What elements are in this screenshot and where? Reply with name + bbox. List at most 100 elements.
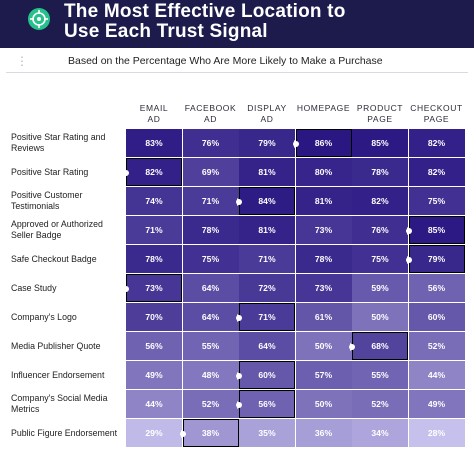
- cell-value: 73%: [314, 225, 333, 235]
- cell-value: 29%: [145, 428, 163, 438]
- heatmap-cell: 29%: [126, 419, 182, 447]
- cell-value: 85%: [371, 138, 389, 148]
- heatmap-cell: 55%: [352, 361, 408, 389]
- heatmap-cell: 35%: [239, 419, 295, 447]
- heatmap-cell: 79%: [239, 129, 295, 157]
- cell-value: 79%: [258, 138, 276, 148]
- cell-value: 36%: [314, 428, 333, 438]
- heatmap-cell: 71%: [126, 216, 182, 244]
- cell-value: 81%: [258, 167, 276, 177]
- cell-value: 84%: [258, 196, 276, 206]
- cell-value: 44%: [427, 370, 446, 380]
- heatmap-cell: 44%: [408, 361, 465, 389]
- cell-value: 61%: [314, 312, 333, 322]
- heatmap-cell: 83%: [126, 129, 182, 157]
- row-label: Approved or Authorized Seller Badge: [11, 219, 103, 240]
- cell-value: 76%: [201, 138, 220, 148]
- cell-value: 78%: [201, 225, 220, 235]
- cell-value: 52%: [201, 399, 220, 409]
- subtitle-bar: ⋮ Based on the Percentage Who Are More L…: [6, 52, 468, 73]
- cell-value: 76%: [371, 225, 389, 235]
- column-header-line: AD: [260, 114, 274, 124]
- column-header: PRODUCT PAGE: [352, 103, 408, 125]
- cell-value: 79%: [427, 254, 446, 264]
- cell-value: 69%: [201, 167, 220, 177]
- cell-value: 59%: [371, 283, 389, 293]
- highlight-marker-icon: [236, 314, 242, 322]
- heatmap-cell: 56%: [236, 390, 295, 418]
- heatmap-cell: 78%: [295, 245, 352, 273]
- highlight-marker-icon: [236, 372, 242, 380]
- cell-value: 86%: [314, 138, 333, 148]
- heatmap-cell: 82%: [352, 187, 408, 215]
- highlight-marker-icon: [123, 285, 129, 293]
- heatmap-cell: 78%: [182, 216, 239, 244]
- title-line-2: Use Each Trust Signal: [64, 21, 268, 42]
- cell-value: 52%: [371, 399, 389, 409]
- heatmap-cell: 52%: [408, 332, 465, 360]
- row-label: Media Publisher Quote: [11, 340, 101, 351]
- cell-value: 60%: [427, 312, 446, 322]
- heatmap-cell: 50%: [352, 303, 408, 331]
- column-header-line: AD: [203, 114, 217, 124]
- heatmap-cell: 59%: [352, 274, 408, 302]
- cell-value: 75%: [201, 254, 220, 264]
- cell-value: 80%: [314, 167, 333, 177]
- heatmap-cell: 85%: [405, 216, 465, 244]
- heatmap-cell: 28%: [408, 419, 465, 447]
- heatmap-cell: 76%: [352, 216, 408, 244]
- cell-value: 73%: [145, 283, 163, 293]
- cell-value: 68%: [371, 341, 389, 351]
- cell-value: 28%: [427, 428, 446, 438]
- column-header-line: CHECKOUT: [410, 103, 463, 113]
- heatmap-cell: 75%: [408, 187, 465, 215]
- heatmap-cell: 48%: [182, 361, 239, 389]
- column-header-line: FACEBOOK: [184, 103, 237, 113]
- highlight-marker-icon: [405, 256, 412, 264]
- cell-value: 71%: [145, 225, 163, 235]
- heatmap-cell: 36%: [295, 419, 352, 447]
- cell-value: 64%: [201, 312, 220, 322]
- heatmap-cell: 69%: [182, 158, 239, 186]
- highlight-marker-icon: [236, 198, 242, 206]
- heatmap-cell: 79%: [405, 245, 465, 273]
- heatmap-cell: 56%: [126, 332, 182, 360]
- cell-value: 34%: [371, 428, 389, 438]
- heatmap-cell: 76%: [182, 129, 239, 157]
- column-header-line: DISPLAY: [247, 103, 287, 113]
- heatmap-cell: 86%: [292, 129, 352, 157]
- cell-value: 48%: [201, 370, 220, 380]
- column-header-line: AD: [147, 114, 161, 124]
- cell-value: 71%: [201, 196, 220, 206]
- drag-handle-icon: ⋮: [16, 54, 28, 68]
- heatmap-cell: 50%: [295, 332, 352, 360]
- row-label: Company's Social Media Metrics: [11, 393, 108, 414]
- row-label: Positive Star Rating: [11, 166, 89, 177]
- heatmap-cell: 75%: [352, 245, 408, 273]
- row-label: Safe Checkout Badge: [11, 253, 97, 264]
- heatmap-cell: 52%: [182, 390, 239, 418]
- heatmap-cell: 55%: [182, 332, 239, 360]
- column-header: FACEBOOK AD: [183, 103, 239, 125]
- heatmap-cell: 44%: [126, 390, 182, 418]
- heatmap-cell: 71%: [182, 187, 239, 215]
- row-label: Positive Star Rating and Reviews: [11, 132, 106, 153]
- cell-value: 75%: [371, 254, 389, 264]
- cell-value: 49%: [427, 399, 446, 409]
- heatmap-cell: 75%: [182, 245, 239, 273]
- cell-value: 64%: [201, 283, 220, 293]
- cell-value: 71%: [258, 254, 276, 264]
- heatmap-cell: 71%: [236, 303, 295, 331]
- cell-value: 49%: [145, 370, 163, 380]
- heatmap-cell: 85%: [352, 129, 408, 157]
- row-label: Case Study: [11, 282, 57, 293]
- heatmap-cell: 49%: [408, 390, 465, 418]
- cell-value: 50%: [371, 312, 389, 322]
- heatmap-cell: 34%: [352, 419, 408, 447]
- cell-value: 82%: [145, 167, 163, 177]
- column-header-line: EMAIL: [139, 103, 169, 113]
- cell-value: 73%: [314, 283, 333, 293]
- heatmap-cell: 72%: [239, 274, 295, 302]
- column-header-line: HOMEPAGE: [296, 103, 351, 113]
- heatmap-cell: 73%: [123, 274, 182, 302]
